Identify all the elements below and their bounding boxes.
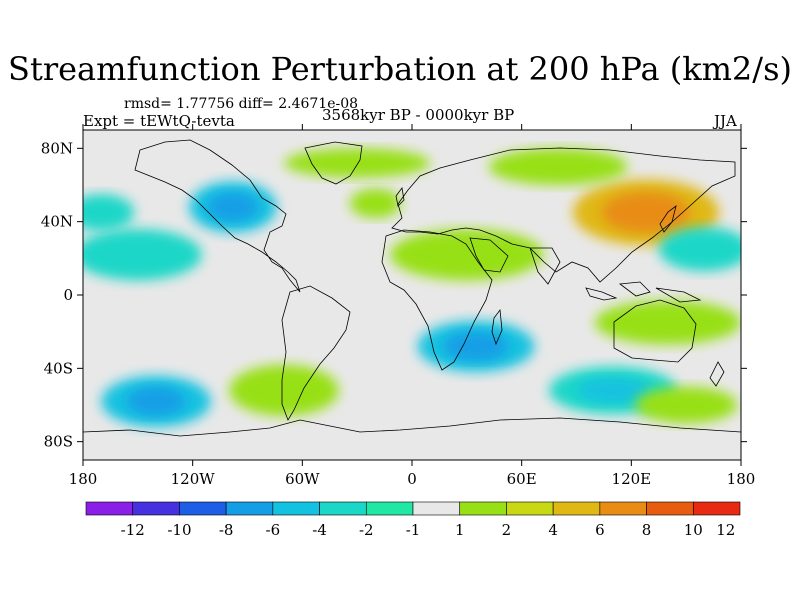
colorbar-box (506, 501, 554, 516)
contour-region-8 (83, 194, 135, 231)
colorbar-box (85, 501, 134, 516)
coastlines (83, 139, 741, 437)
coast-africa (381, 229, 493, 371)
colorbar-box (646, 501, 694, 516)
lon-tick-label: 180 (727, 470, 756, 488)
coast-north-america (134, 139, 301, 293)
colorbar-label: -10 (167, 521, 191, 539)
colorbar-box (365, 501, 414, 516)
coast-japan (659, 205, 677, 233)
coast-antarctica (83, 417, 741, 437)
colorbar-box (179, 501, 227, 516)
colorbar-box (412, 501, 461, 516)
lon-tick-label: 60W (285, 470, 320, 488)
contour-region-16 (229, 364, 339, 417)
contour-region-15 (126, 386, 186, 417)
contour-region-2 (488, 148, 628, 186)
colorbar-box (459, 501, 507, 516)
lat-tick-label: 80S (44, 433, 73, 451)
lon-tick-label: 60E (507, 470, 537, 488)
colorbar-label: -8 (219, 521, 234, 539)
coast-australia (613, 299, 697, 363)
contour-region-13 (576, 377, 650, 404)
colorbar-label: -12 (121, 521, 145, 539)
colorbar: -12 -10 -8 -6 -4 -2 -1 1 2 4 6 8 10 12 (85, 501, 741, 539)
contour-region-9 (349, 188, 402, 218)
colorbar-label: -1 (406, 521, 421, 539)
lon-tick-label: 0 (407, 470, 417, 488)
contour-region-18 (634, 386, 738, 424)
colorbar-label: 8 (642, 521, 652, 539)
colorbar-box (319, 501, 367, 516)
colorbar-label: 1 (455, 521, 465, 539)
season-label: JJA (714, 112, 737, 130)
experiment-label: Expt = tEWtQ-tevta (83, 112, 235, 130)
coast-eurasia (391, 147, 736, 283)
contour-region-1 (602, 192, 690, 233)
colorbar-label: -6 (266, 521, 281, 539)
coast-new-zealand (709, 361, 725, 387)
contour-region-7 (83, 229, 202, 281)
colorbar-label: 6 (595, 521, 605, 539)
colorbar-box (272, 501, 320, 516)
colorbar-label: -4 (312, 521, 327, 539)
coast-madagascar (491, 308, 503, 346)
stats-label: rmsd= 1.77756 diff= 2.4671e-08 (124, 96, 359, 112)
coast-uk (395, 187, 405, 207)
colorbar-box (225, 501, 274, 516)
coast-south-america (281, 285, 351, 421)
colorbar-box (692, 501, 741, 516)
lat-tick-label: 0 (63, 286, 73, 304)
coast-arabia (469, 237, 509, 273)
coast-india (529, 247, 561, 285)
plot-title: Streamfunction Perturbation at 200 hPa (… (8, 50, 792, 88)
contour-fields (83, 148, 741, 428)
contour-region-11 (443, 331, 509, 362)
contour-region-4 (390, 229, 544, 281)
contour-region-6 (207, 192, 259, 222)
colorbar-label: 10 (684, 521, 703, 539)
colorbar-label: 12 (716, 521, 735, 539)
lat-tick-label: 40S (44, 359, 73, 377)
colorbar-label: 4 (548, 521, 558, 539)
lon-tick-label: 120W (171, 470, 216, 488)
period-label: 3568kyr BP - 0000kyr BP (322, 106, 515, 124)
lat-tick-label: 40N (41, 213, 73, 231)
colorbar-label: -2 (359, 521, 374, 539)
colorbar-box (599, 501, 647, 516)
colorbar-box (552, 501, 601, 516)
coast-maritime (585, 281, 702, 303)
contour-region-19 (658, 227, 741, 272)
contour-region-3 (284, 148, 431, 178)
lon-tick-label: 120E (612, 470, 652, 488)
lat-tick-label: 80N (41, 139, 73, 157)
axis-ticks: 180 120W 60W 0 60E 120E 180 80N 40N 0 40S 80S (41, 124, 756, 488)
lon-tick-label: 180 (69, 470, 98, 488)
colorbar-box (132, 501, 180, 516)
colorbar-label: 2 (502, 521, 512, 539)
coast-greenland (304, 141, 363, 185)
contour-region-17 (594, 300, 741, 345)
